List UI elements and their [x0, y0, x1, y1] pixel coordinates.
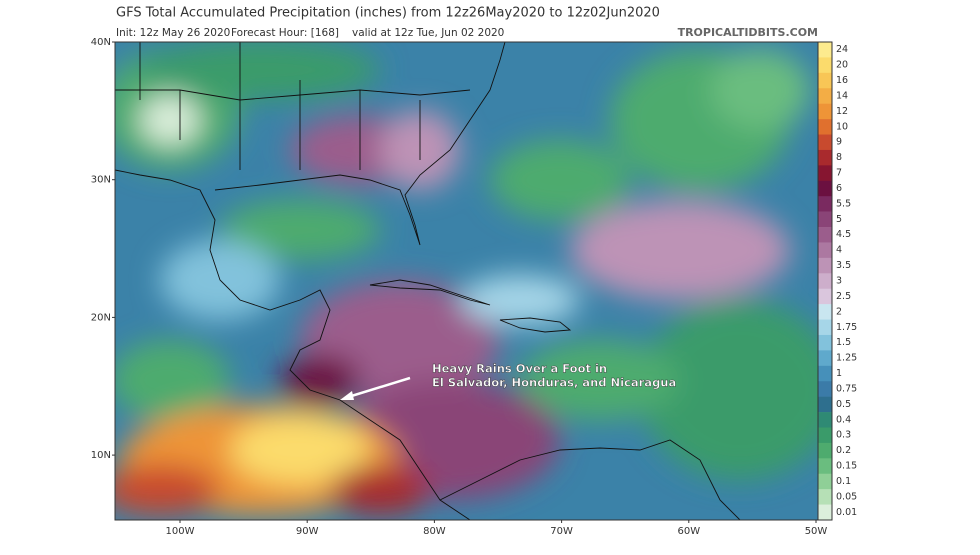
- colorbar-cell: [818, 196, 832, 212]
- colorbar-frame: [817, 41, 833, 521]
- colorbar-cell: [818, 350, 832, 367]
- colorbar-label: 6: [836, 183, 842, 194]
- colorbar-label: 4: [836, 245, 842, 256]
- colorbar-cell: [818, 57, 832, 74]
- colorbar-label: 14: [836, 90, 848, 101]
- colorbar-cell: [818, 103, 832, 120]
- colorbar-label: 20: [836, 60, 848, 71]
- lat-label: 10N: [91, 450, 111, 461]
- map: Heavy Rains Over a Foot in El Salvador, …: [115, 42, 818, 520]
- colorbar-cell: [818, 473, 832, 490]
- colorbar-cell: [818, 365, 832, 382]
- colorbar-label: 0.75: [836, 383, 857, 394]
- annotation-arrowhead: [340, 391, 354, 400]
- valid-time: valid at 12z Tue, Jun 02 2020: [352, 27, 504, 39]
- lat-label: 40N: [91, 37, 111, 48]
- colorbar-cell: [818, 319, 832, 336]
- source: TROPICALTIDBITS.COM: [678, 26, 818, 39]
- colorbar-cell: [818, 396, 832, 413]
- colorbar-label: 3.5: [836, 260, 851, 271]
- colorbar-cell: [818, 427, 832, 444]
- lon-label: 70W: [550, 526, 573, 537]
- colorbar-cell: [818, 165, 832, 182]
- colorbar-cell: [818, 149, 832, 166]
- annotation-arrow: [344, 376, 411, 400]
- colorbar-label: 5: [836, 214, 842, 225]
- colorbar-cell: [818, 412, 832, 428]
- colorbar-cell: [818, 227, 832, 243]
- colorbar-cell: [818, 504, 832, 521]
- colorbar-label: 0.15: [836, 461, 857, 472]
- colorbar-cell: [818, 273, 832, 290]
- colorbar-label: 3: [836, 276, 842, 287]
- lon-label: 50W: [805, 526, 828, 537]
- lat-label: 30N: [91, 175, 111, 186]
- colorbar-label: 1.25: [836, 353, 857, 364]
- colorbar-label: 10: [836, 121, 848, 132]
- colorbar-cell: [818, 288, 832, 305]
- forecast-hour: Forecast Hour: [168]: [231, 27, 339, 39]
- init: Init: 12z May 26 2020: [116, 27, 230, 39]
- precip-field: [115, 42, 818, 515]
- colorbar-label: 5.5: [836, 198, 851, 209]
- colorbar-cell: [818, 42, 832, 58]
- colorbar-cell: [818, 180, 832, 197]
- lon-label: 100W: [166, 526, 195, 537]
- colorbar-cell: [818, 489, 832, 505]
- colorbar-label: 1: [836, 368, 842, 379]
- colorbar-label: 1.5: [836, 337, 851, 348]
- colorbar-cell: [818, 242, 832, 259]
- annotation-line: El Salvador, Honduras, and Nicaragua: [432, 376, 676, 390]
- title: GFS Total Accumulated Precipitation (inc…: [116, 6, 660, 21]
- colorbar-label: 16: [836, 75, 848, 86]
- lon-label: 90W: [296, 526, 319, 537]
- colorbar-label: 12: [836, 106, 848, 117]
- colorbar-cell: [818, 119, 832, 135]
- colorbar-label: 0.01: [836, 507, 857, 518]
- colorbar-label: 0.4: [836, 414, 851, 425]
- colorbar-label: 24: [836, 44, 848, 55]
- colorbar-label: 8: [836, 152, 842, 163]
- colorbar-label: 2: [836, 306, 842, 317]
- colorbar-label: 0.3: [836, 430, 851, 441]
- coastlines: [115, 42, 741, 520]
- colorbar-cell: [818, 257, 832, 274]
- colorbar-label: 2.5: [836, 291, 851, 302]
- colorbar-cell: [818, 72, 832, 89]
- colorbar-label: 4.5: [836, 229, 851, 240]
- annotation-line: Heavy Rains Over a Foot in: [432, 362, 607, 376]
- colorbar-cell: [818, 442, 832, 459]
- colorbar-cell: [818, 458, 832, 475]
- colorbar-cell: [818, 304, 832, 320]
- lon-label: 60W: [677, 526, 700, 537]
- colorbar-label: 7: [836, 168, 842, 179]
- colorbar-label: 0.05: [836, 491, 857, 502]
- colorbar-label: 1.75: [836, 322, 857, 333]
- colorbar-label: 0.1: [836, 476, 851, 487]
- colorbar-label: 9: [836, 137, 842, 148]
- colorbar-label: 0.2: [836, 445, 851, 456]
- colorbar-label: 0.5: [836, 399, 851, 410]
- colorbar-cell: [818, 211, 832, 228]
- colorbar-cell: [818, 334, 832, 351]
- colorbar-cell: [818, 381, 832, 397]
- colorbar-cell: [818, 88, 832, 104]
- lat-label: 20N: [91, 312, 111, 323]
- lon-label: 80W: [423, 526, 446, 537]
- colorbar-cell: [818, 134, 832, 151]
